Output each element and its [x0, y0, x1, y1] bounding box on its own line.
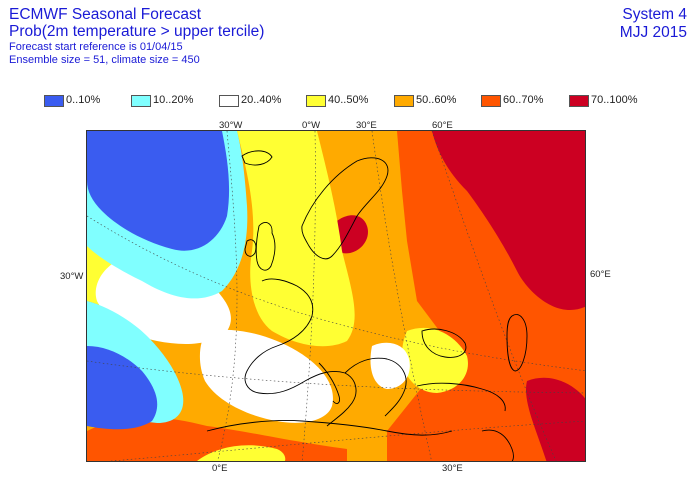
axis-label-top-30w: 30°W [219, 120, 243, 131]
legend-label: 50..60% [416, 94, 457, 106]
field-20-40-mediterranean [199, 329, 333, 423]
field-20-40-balkans [370, 342, 410, 389]
probability-map [86, 130, 586, 462]
coastlines [206, 150, 528, 461]
system-block: System 4 MJJ 2015 [620, 6, 687, 42]
ensemble-size: Ensemble size = 51, climate size = 450 [9, 54, 200, 66]
forecast-start-reference: Forecast start reference is 01/04/15 [9, 41, 183, 53]
legend-label: 10..20% [153, 94, 194, 106]
axis-label-top-0w: 0°W [302, 120, 321, 131]
field-0-10-west-atlantic [87, 346, 158, 430]
field-70-100-southeast [526, 377, 585, 461]
map-title: ECMWF Seasonal Forecast [9, 6, 202, 23]
axis-label-top-30e: 30°E [356, 120, 377, 131]
legend-label: 0..10% [66, 94, 101, 106]
field-70-100-northeast [432, 131, 585, 311]
legend-label: 40..50% [328, 94, 369, 106]
graticule [87, 131, 585, 461]
field-40-50-southeast [402, 327, 468, 393]
legend-swatch [394, 95, 414, 107]
axis-label-bottom-0e: 0°E [212, 463, 228, 474]
legend-swatch [569, 95, 589, 107]
title-block: ECMWF Seasonal Forecast Prob(2m temperat… [9, 6, 264, 67]
legend-swatch [44, 95, 64, 107]
axis-label-right-60e: 60°E [590, 269, 611, 280]
axis-label-left-30w: 30°W [60, 271, 84, 282]
field-40-50-africa [197, 445, 286, 461]
legend-swatch [481, 95, 501, 107]
legend-label: 20..40% [241, 94, 282, 106]
field-40-50-central [237, 131, 355, 347]
system-label: System 4 [622, 6, 687, 23]
axis-label-bottom-30e: 30°E [442, 463, 463, 474]
legend-label: 70..100% [591, 94, 638, 106]
axis-label-top-60e: 60°E [432, 120, 453, 131]
field-0-10-north-atlantic [87, 131, 230, 251]
map-subtitle: Prob(2m temperature > upper tercile) [9, 23, 265, 40]
legend-swatch [131, 95, 151, 107]
legend-label: 60..70% [503, 94, 544, 106]
season-label: MJJ 2015 [619, 24, 687, 41]
field-60-70-south [87, 417, 347, 461]
legend-swatch [219, 95, 239, 107]
map-svg [87, 131, 585, 461]
legend-swatch [306, 95, 326, 107]
